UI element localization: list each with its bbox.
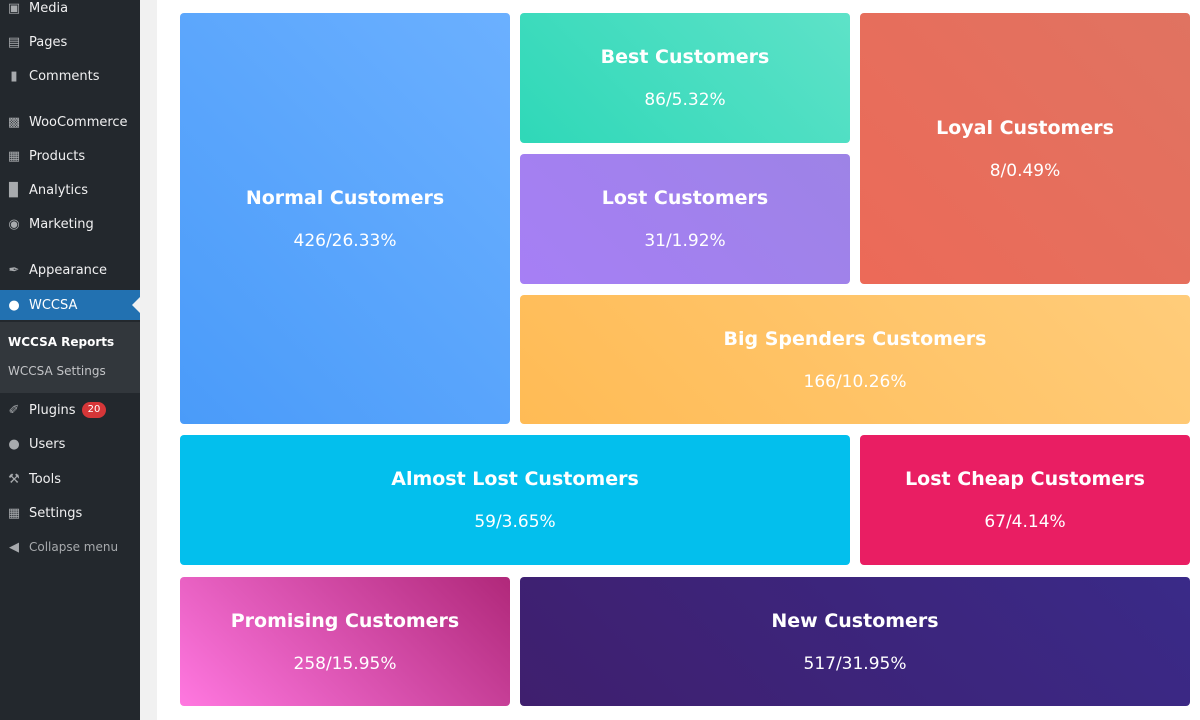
- sidebar-item-label: Analytics: [29, 182, 89, 198]
- sidebar-item-label: Appearance: [29, 262, 108, 278]
- segment-value: 517/31.95%: [803, 653, 907, 674]
- segment-tile-almost-lost[interactable]: Almost Lost Customers 59/3.65%: [180, 435, 850, 565]
- admin-sidebar: ▣ Media ▤ Pages ▮ Comments ▩ WooCommerce…: [0, 0, 140, 720]
- collapse-menu-label: Collapse menu: [29, 540, 119, 554]
- marketing-icon: ◉: [8, 216, 20, 232]
- plugins-icon: ✐: [8, 402, 20, 418]
- segment-tile-big-spenders[interactable]: Big Spenders Customers 166/10.26%: [520, 295, 1190, 424]
- sidebar-item-pages[interactable]: ▤ Pages: [0, 27, 140, 57]
- media-icon: ▣: [7, 0, 21, 16]
- segment-label: Best Customers: [600, 46, 770, 68]
- tools-icon: ⚒: [8, 471, 20, 487]
- sidebar-item-label: Marketing: [29, 216, 94, 232]
- segment-tile-new[interactable]: New Customers 517/31.95%: [520, 577, 1190, 706]
- sidebar-item-label: Media: [29, 0, 69, 16]
- collapse-icon: ◀: [9, 539, 19, 555]
- collapse-menu-button[interactable]: ◀ Collapse menu: [0, 532, 140, 562]
- segment-tile-loyal[interactable]: Loyal Customers 8/0.49%: [860, 13, 1190, 284]
- sidebar-item-label: WCCSA: [29, 297, 78, 313]
- segment-tile-promising[interactable]: Promising Customers 258/15.95%: [180, 577, 510, 706]
- sidebar-item-label: Products: [29, 148, 86, 164]
- sidebar-item-label: WooCommerce: [29, 114, 128, 130]
- sidebar-item-users[interactable]: ● Users: [0, 429, 140, 459]
- wccsa-submenu: WCCSA Reports WCCSA Settings: [0, 322, 140, 393]
- segment-label: Lost Cheap Customers: [905, 468, 1145, 490]
- sidebar-item-label: Pages: [29, 34, 68, 50]
- sidebar-item-label: Users: [29, 436, 66, 452]
- segment-label: Loyal Customers: [936, 116, 1114, 139]
- segment-value: 31/1.92%: [644, 231, 726, 251]
- segment-value: 86/5.32%: [644, 90, 726, 110]
- pages-icon: ▤: [7, 34, 21, 50]
- segments-panel: Normal Customers 426/26.33% Best Custome…: [157, 0, 1200, 720]
- segment-label: Promising Customers: [230, 609, 460, 632]
- segment-value: 258/15.95%: [293, 653, 397, 674]
- sidebar-item-label: Tools: [29, 471, 62, 487]
- segment-tile-best[interactable]: Best Customers 86/5.32%: [520, 13, 850, 143]
- segment-value: 166/10.26%: [803, 371, 907, 392]
- plugins-update-badge: 20: [81, 402, 107, 418]
- users-icon: ●: [8, 436, 20, 452]
- sidebar-item-wccsa[interactable]: ● WCCSA: [0, 290, 140, 320]
- sidebar-item-label: Comments: [29, 68, 100, 84]
- segment-label: Almost Lost Customers: [391, 468, 639, 490]
- comments-icon: ▮: [10, 68, 18, 84]
- sidebar-item-analytics[interactable]: ▉ Analytics: [0, 175, 140, 205]
- sidebar-item-tools[interactable]: ⚒ Tools: [0, 464, 140, 494]
- sidebar-item-label: Settings: [29, 505, 83, 521]
- segment-value: 8/0.49%: [989, 160, 1061, 181]
- segment-tile-lost-cheap[interactable]: Lost Cheap Customers 67/4.14%: [860, 435, 1190, 565]
- segment-tile-normal[interactable]: Normal Customers 426/26.33%: [180, 13, 510, 424]
- segment-label: Lost Customers: [601, 187, 769, 209]
- segment-tile-lost[interactable]: Lost Customers 31/1.92%: [520, 154, 850, 284]
- segment-label: New Customers: [771, 609, 939, 632]
- sidebar-item-settings[interactable]: ▦ Settings: [0, 498, 140, 528]
- user-icon: ●: [8, 297, 20, 313]
- sidebar-item-comments[interactable]: ▮ Comments: [0, 61, 140, 91]
- submenu-item-settings[interactable]: WCCSA Settings: [8, 364, 106, 378]
- submenu-item-reports[interactable]: WCCSA Reports: [8, 335, 115, 349]
- sidebar-item-woocommerce[interactable]: ▩ WooCommerce: [0, 107, 140, 137]
- analytics-icon: ▉: [9, 182, 19, 198]
- sidebar-item-products[interactable]: ▦ Products: [0, 141, 140, 171]
- appearance-icon: ✒: [8, 262, 20, 278]
- sidebar-item-media[interactable]: ▣ Media: [0, 0, 140, 23]
- segment-label: Normal Customers: [245, 186, 445, 209]
- sidebar-item-marketing[interactable]: ◉ Marketing: [0, 209, 140, 239]
- products-icon: ▦: [7, 148, 21, 164]
- segment-value: 426/26.33%: [293, 230, 397, 251]
- woocommerce-icon: ▩: [7, 114, 21, 130]
- settings-icon: ▦: [7, 505, 21, 521]
- sidebar-item-label: Plugins: [29, 402, 76, 418]
- sidebar-item-plugins[interactable]: ✐ Plugins 20: [0, 395, 140, 425]
- segment-label: Big Spenders Customers: [723, 327, 987, 350]
- segment-value: 59/3.65%: [474, 512, 556, 532]
- sidebar-item-appearance[interactable]: ✒ Appearance: [0, 255, 140, 285]
- segment-value: 67/4.14%: [984, 512, 1066, 532]
